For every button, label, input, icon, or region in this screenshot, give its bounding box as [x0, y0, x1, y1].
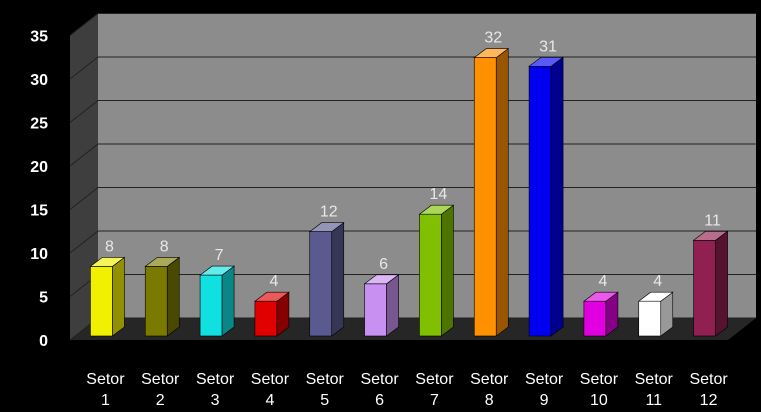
data-label: 11: [704, 212, 721, 229]
data-label: 14: [430, 186, 448, 203]
y-tick-label: 30: [30, 72, 48, 89]
data-labels: 8 8 7 4 12 6 14 32 31 4 4 11: [105, 30, 721, 291]
data-label: 12: [320, 204, 338, 221]
y-tick-label: 5: [39, 290, 48, 307]
bars: [89, 47, 729, 337]
x-tick-label: Setor 5: [306, 371, 345, 409]
data-label: 4: [598, 273, 607, 290]
bar: [528, 56, 564, 337]
bar: [254, 291, 290, 337]
data-label: 6: [379, 256, 388, 273]
bar: [144, 256, 181, 337]
x-tick-label: Setor 3: [196, 371, 235, 409]
x-axis: Setor 1 Setor 2 Setor 3 Setor 4 Setor 5 Setor 6 Seto…: [86, 371, 728, 409]
side-wall: [70, 13, 98, 340]
x-tick-label: Setor 11: [635, 371, 674, 409]
x-tick-label: Setor 8: [470, 371, 509, 409]
y-tick-label: 15: [30, 203, 48, 220]
bar: [473, 47, 510, 337]
data-label: 7: [215, 247, 224, 264]
x-tick-label: Setor 2: [141, 371, 180, 409]
data-label: 4: [653, 273, 662, 290]
data-label: 31: [539, 38, 557, 55]
y-tick-label: 25: [30, 116, 48, 133]
bar: [363, 274, 400, 337]
bar: [637, 291, 674, 337]
bar: [418, 204, 455, 337]
y-axis: 0 5 10 15 20 25 30 35: [30, 29, 48, 351]
data-label: 8: [160, 238, 169, 255]
back-wall: [98, 13, 756, 318]
x-tick-label: Setor 7: [415, 371, 454, 409]
x-tick-label: Setor 12: [689, 371, 728, 409]
x-tick-label: Setor 1: [86, 371, 125, 409]
bar: [308, 222, 345, 337]
y-tick-label: 0: [39, 333, 48, 350]
gridline: [69, 13, 756, 36]
y-tick-label: 20: [30, 159, 48, 176]
bar: [692, 230, 729, 337]
y-tick-label: 10: [30, 246, 48, 263]
y-tick-label: 35: [30, 29, 48, 46]
data-label: 32: [484, 30, 502, 47]
x-tick-label: Setor 10: [580, 371, 619, 409]
data-label: 4: [269, 273, 278, 290]
x-tick-label: Setor 6: [360, 371, 399, 409]
x-tick-label: Setor 9: [525, 371, 564, 409]
x-tick-label: Setor 4: [251, 371, 290, 409]
gridline: [69, 56, 756, 80]
bar: [199, 265, 235, 337]
bar: [583, 291, 619, 337]
bar: [89, 256, 126, 337]
data-label: 8: [105, 238, 114, 255]
